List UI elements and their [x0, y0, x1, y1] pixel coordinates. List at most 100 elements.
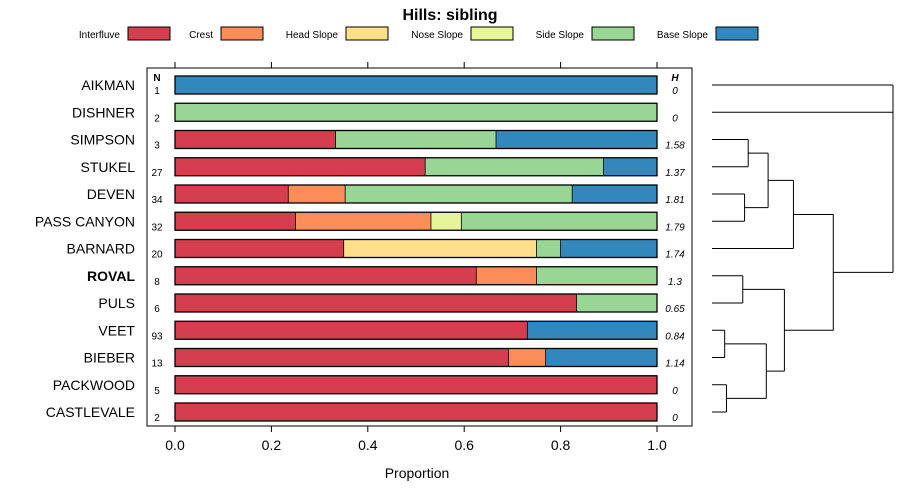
legend-label: Head Slope	[286, 30, 339, 41]
bar-segment	[536, 239, 561, 258]
row-h-value: 1.37	[665, 168, 685, 179]
bar-segment	[175, 130, 336, 149]
row-label: ROVAL	[87, 268, 135, 284]
row-label: STUKEL	[81, 159, 136, 175]
bar-outline	[174, 102, 658, 122]
bar-segment	[175, 403, 657, 421]
row-n-value: 13	[151, 359, 163, 370]
row-n-value: 27	[151, 168, 163, 179]
x-tick-label: 0.0	[165, 437, 185, 453]
row-h-value: 1.14	[665, 359, 685, 370]
row-n-value: 2	[154, 113, 160, 124]
legend-swatch	[345, 26, 389, 41]
x-axis: 0.0 0.2 0.4 0.6 0.8 1.0	[165, 62, 667, 453]
row-h-value: 0	[672, 413, 678, 424]
bar-outline	[174, 347, 658, 368]
row-label: VEET	[98, 322, 135, 338]
n-header: N	[153, 73, 160, 84]
bar-segment	[175, 76, 657, 94]
row-label: CASTLEVALE	[46, 404, 135, 420]
row-n-value: 20	[151, 250, 163, 261]
bar-outline	[174, 238, 658, 259]
bar-segment	[175, 266, 477, 285]
bar-outline	[174, 129, 658, 150]
bar-outline	[174, 375, 658, 395]
legend-swatch	[591, 26, 635, 41]
bar-outline	[174, 75, 658, 95]
x-tick-label: 0.4	[358, 437, 378, 453]
row-h-value: 0	[672, 386, 678, 397]
x-tick-label: 0.8	[551, 437, 571, 453]
bar-segment	[175, 212, 296, 231]
bar-segment	[175, 185, 289, 203]
bar-segment	[175, 157, 426, 176]
bar-outline	[174, 157, 658, 177]
row-n-value: 1	[154, 86, 160, 97]
x-tick-label: 0.6	[454, 437, 474, 453]
bar-segment	[430, 212, 462, 231]
legend-swatch	[220, 26, 264, 41]
plot-frame	[146, 67, 693, 427]
bar-segment	[175, 375, 657, 394]
x-tick-label: 1.0	[647, 437, 667, 453]
bar-segment	[536, 266, 657, 285]
bar-segment	[572, 185, 657, 203]
bar-segment	[496, 130, 657, 149]
bar-segment	[527, 321, 657, 340]
bar-segment	[175, 294, 577, 312]
row-label: DEVEN	[87, 186, 135, 202]
bar-segment	[560, 239, 657, 258]
legend-label: Crest	[189, 30, 213, 41]
legend-swatch	[715, 26, 759, 41]
bar-segment	[175, 348, 509, 367]
bar-outline	[174, 266, 658, 286]
bar-segment	[603, 157, 657, 176]
row-n-value: 2	[154, 413, 160, 424]
row-n-value: 32	[151, 222, 163, 233]
row-label: PULS	[98, 295, 135, 311]
bar-segment	[175, 239, 344, 258]
row-n-value: 8	[154, 277, 160, 288]
row-n-value: 5	[154, 386, 160, 397]
x-tick-label: 0.2	[262, 437, 282, 453]
bar-segment	[476, 266, 537, 285]
bar-outline	[174, 402, 658, 422]
row-h-value: 1.58	[665, 141, 685, 152]
bar-segment	[545, 348, 657, 367]
bar-segment	[461, 212, 657, 231]
row-h-value: 0.84	[665, 331, 685, 342]
row-h-value: 1.3	[668, 277, 682, 288]
row-label: DISHNER	[72, 104, 135, 120]
legend-swatch	[127, 26, 171, 41]
bar-segment	[508, 348, 546, 367]
bar-outline	[174, 211, 658, 231]
bar-outline	[174, 184, 658, 204]
row-h-value: 1.74	[665, 250, 685, 261]
row-h-value: 0	[672, 86, 678, 97]
dendrogram	[712, 84, 894, 413]
row-n-value: 93	[151, 331, 163, 342]
row-label: BARNARD	[67, 241, 135, 257]
bar-segment	[288, 185, 346, 203]
row-h-value: 0	[672, 113, 678, 124]
bar-outline	[174, 293, 658, 313]
bar-segment	[576, 294, 657, 312]
bar-segment	[335, 130, 497, 149]
row-n-value: 3	[154, 141, 160, 152]
legend-label: Interfluve	[79, 30, 121, 41]
x-axis-label: Proportion	[385, 465, 450, 481]
bar-segment	[425, 157, 604, 176]
legend-label: Nose Slope	[411, 30, 463, 41]
row-h-value: 0.65	[665, 304, 685, 315]
row-label: AIKMAN	[81, 77, 135, 93]
row-n-value: 6	[154, 304, 160, 315]
bar-segment	[295, 212, 431, 231]
legend: Interfluve Crest Head Slope Nose Slope Side …	[79, 26, 759, 41]
bar-segment	[345, 185, 573, 203]
h-header: H	[671, 73, 679, 84]
legend-swatch	[470, 26, 514, 41]
legend-label: Side Slope	[536, 30, 585, 41]
bar-segment	[175, 321, 528, 340]
